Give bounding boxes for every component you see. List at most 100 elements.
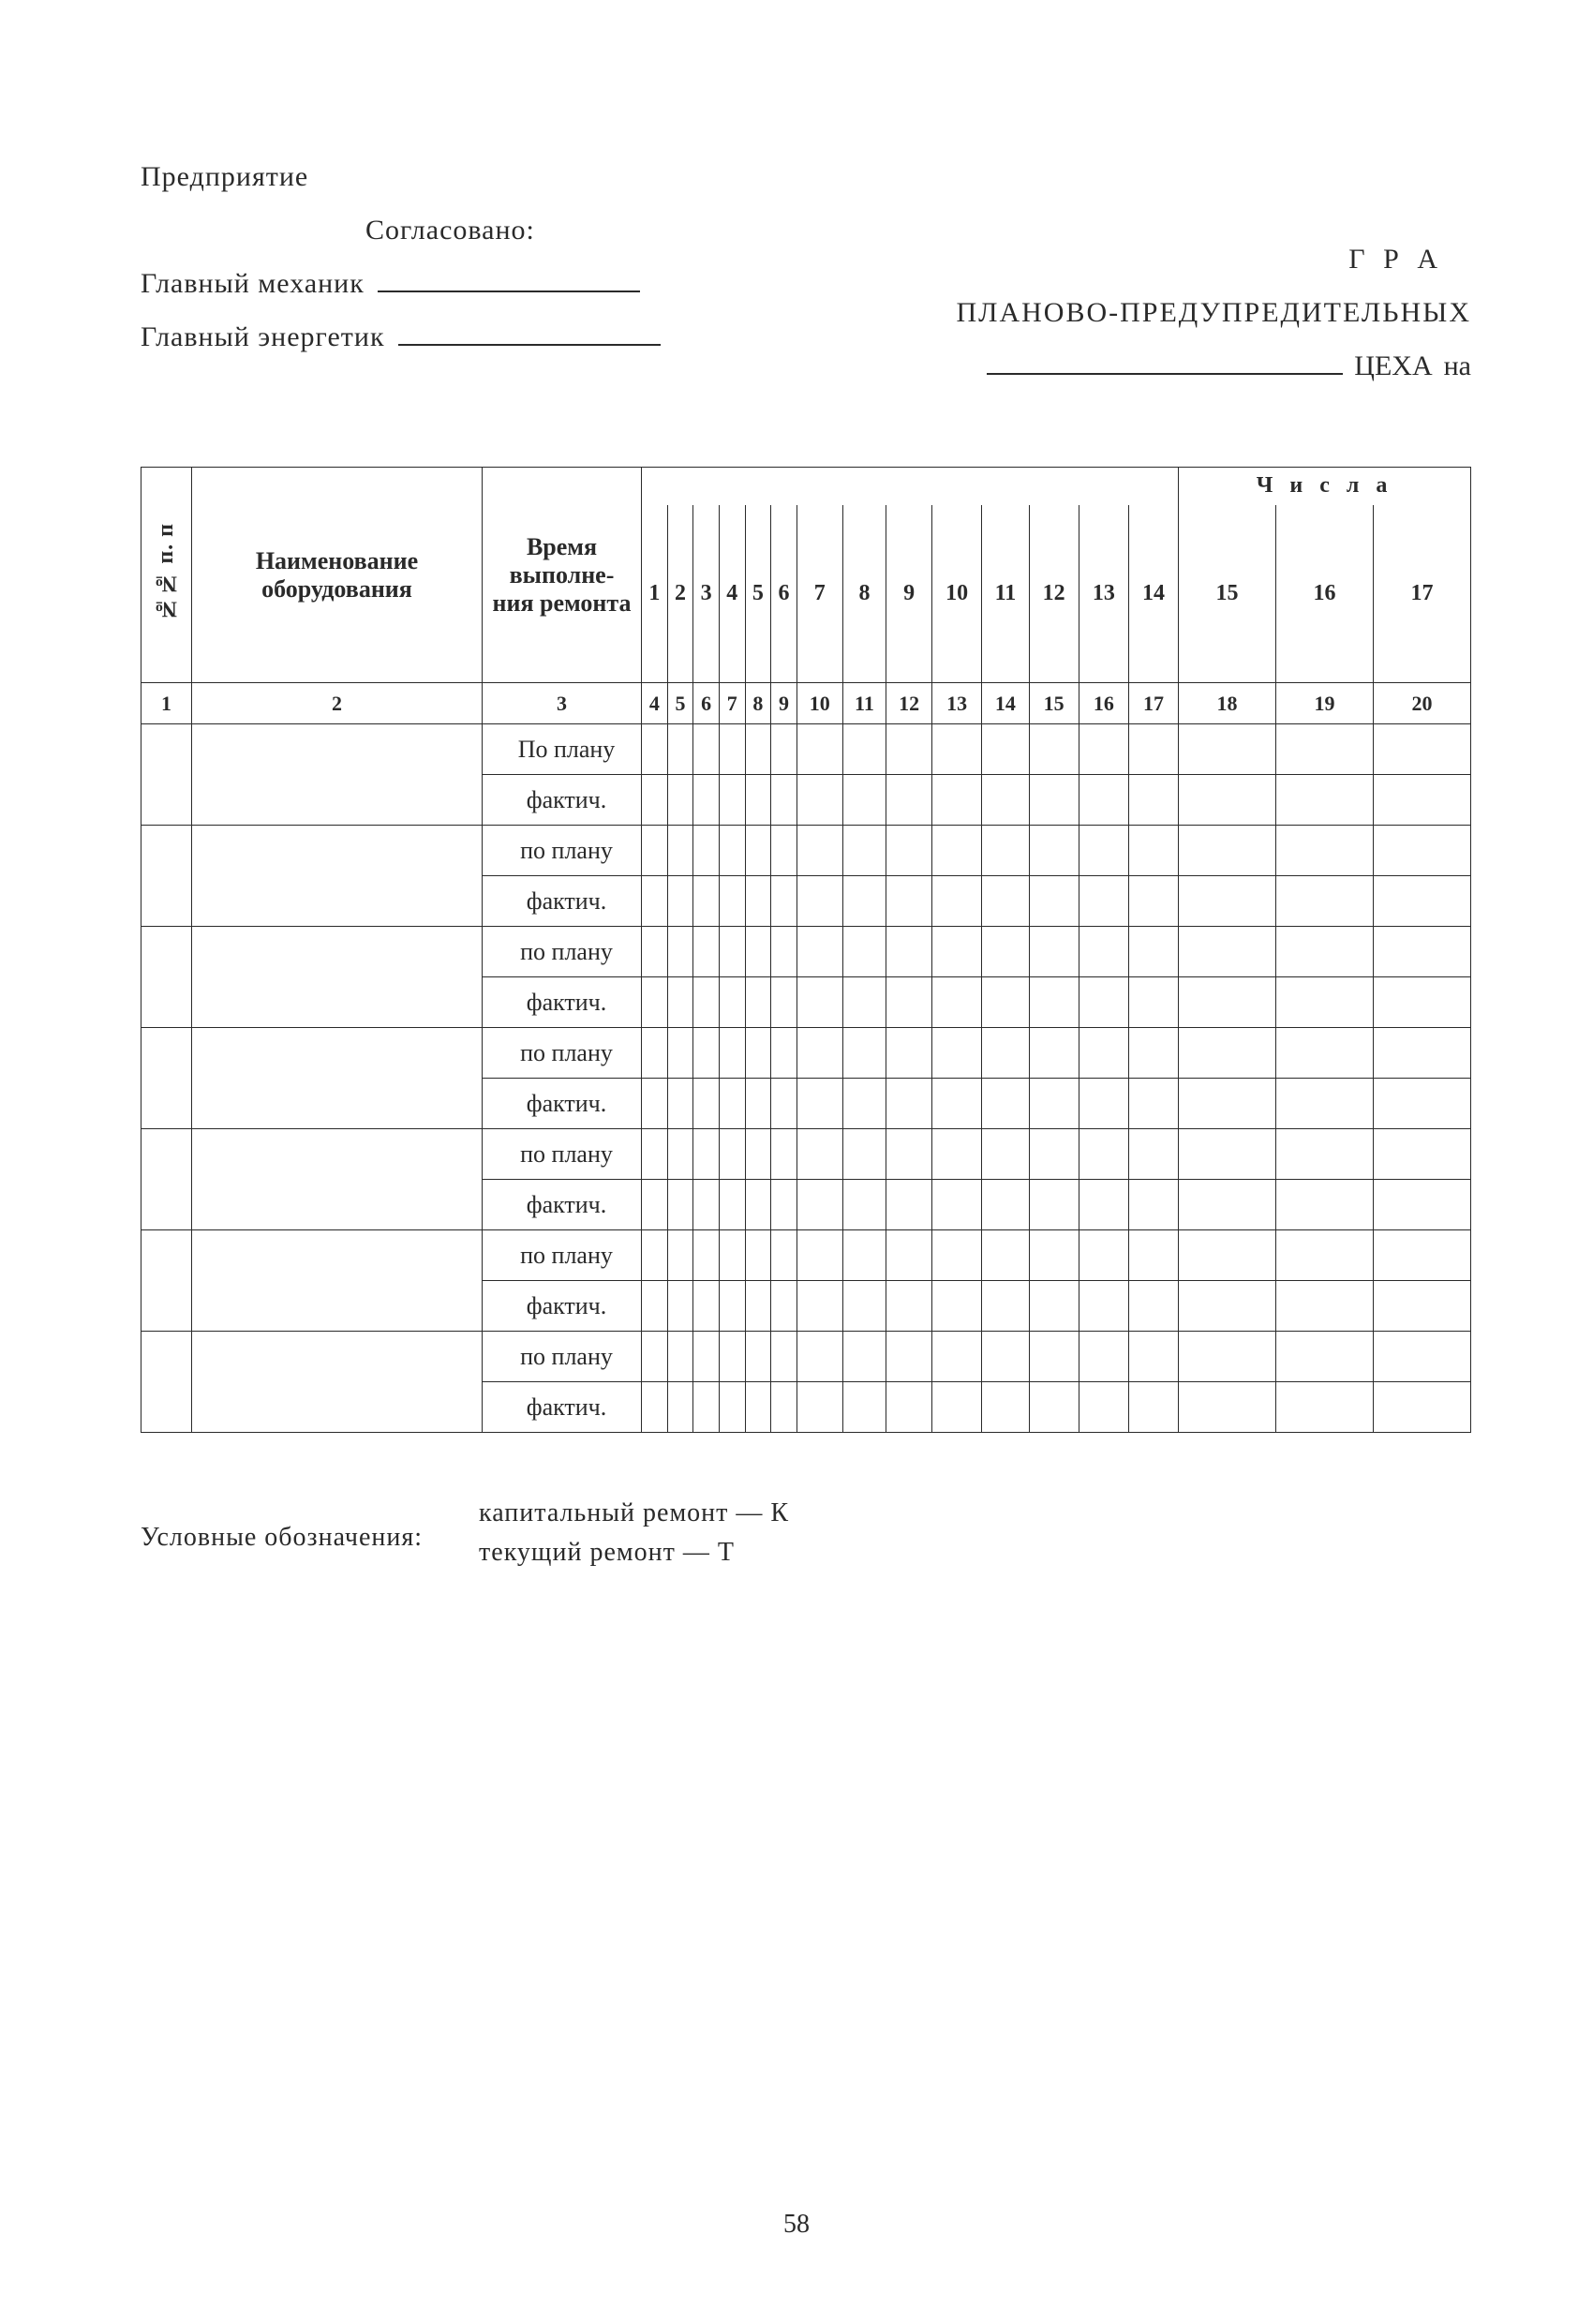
title-ceha: ЦЕХА bbox=[1354, 339, 1432, 393]
idx-cell: 5 bbox=[667, 683, 693, 724]
day-cell bbox=[1029, 1332, 1079, 1382]
cell-fact-label: фактич. bbox=[483, 876, 642, 927]
day-cell bbox=[982, 927, 1029, 977]
day-head-10: 10 bbox=[932, 505, 982, 683]
legend: Условные обозначения: капитальный ремонт… bbox=[141, 1489, 1471, 1577]
day-cell bbox=[1128, 927, 1178, 977]
day-cell bbox=[1029, 977, 1079, 1028]
day-cell bbox=[642, 1281, 668, 1332]
day-head-1: 1 bbox=[642, 505, 668, 683]
schedule-table: №№ п. п Наименование оборудования Время … bbox=[141, 467, 1471, 1433]
enterprise-label: Предприятие bbox=[141, 150, 1471, 203]
day-cell bbox=[642, 927, 668, 977]
day-cell bbox=[719, 1180, 745, 1230]
day-head-3: 3 bbox=[693, 505, 720, 683]
day-cell bbox=[642, 1129, 668, 1180]
day-cell bbox=[719, 927, 745, 977]
chief-energetic-line bbox=[398, 323, 661, 346]
idx-cell: 9 bbox=[771, 683, 797, 724]
day-cell bbox=[1276, 1332, 1374, 1382]
day-head-13: 13 bbox=[1079, 505, 1128, 683]
day-cell bbox=[719, 1129, 745, 1180]
day-cell bbox=[1373, 977, 1470, 1028]
day-cell bbox=[1128, 876, 1178, 927]
day-head-9: 9 bbox=[886, 505, 932, 683]
day-cell bbox=[796, 1281, 842, 1332]
cell-fact-label: фактич. bbox=[483, 775, 642, 826]
cell-plan-label: по плану bbox=[483, 1129, 642, 1180]
day-cell bbox=[1179, 977, 1276, 1028]
cell-plan-label: По плану bbox=[483, 724, 642, 775]
day-cell bbox=[1276, 1129, 1374, 1180]
day-cell bbox=[771, 1281, 797, 1332]
day-cell bbox=[982, 977, 1029, 1028]
cell-fact-label: фактич. bbox=[483, 1180, 642, 1230]
day-cell bbox=[1079, 876, 1128, 927]
day-cell bbox=[642, 1230, 668, 1281]
day-cell bbox=[1179, 826, 1276, 876]
day-cell bbox=[796, 1129, 842, 1180]
day-cell bbox=[796, 1079, 842, 1129]
idx-cell: 11 bbox=[842, 683, 886, 724]
day-cell bbox=[1029, 1281, 1079, 1332]
day-cell bbox=[667, 876, 693, 927]
cell-fact-label: фактич. bbox=[483, 977, 642, 1028]
day-cell bbox=[1079, 1028, 1128, 1079]
day-cell bbox=[667, 1028, 693, 1079]
day-cell bbox=[719, 1230, 745, 1281]
day-cell bbox=[1128, 775, 1178, 826]
day-cell bbox=[1128, 826, 1178, 876]
day-cell bbox=[1179, 1079, 1276, 1129]
col-head-time: Время выполне- ния ремонта bbox=[483, 468, 642, 683]
day-cell bbox=[982, 775, 1029, 826]
day-cell bbox=[1128, 1129, 1178, 1180]
day-cell bbox=[693, 977, 720, 1028]
idx-cell: 2 bbox=[192, 683, 483, 724]
day-cell bbox=[745, 826, 771, 876]
day-cell bbox=[745, 977, 771, 1028]
idx-cell: 20 bbox=[1373, 683, 1470, 724]
day-cell bbox=[1029, 1382, 1079, 1433]
table-row: по плану bbox=[141, 1332, 1471, 1382]
day-cell bbox=[886, 1129, 932, 1180]
day-cell bbox=[842, 1028, 886, 1079]
day-cell bbox=[771, 927, 797, 977]
day-cell bbox=[745, 775, 771, 826]
day-cell bbox=[886, 1332, 932, 1382]
day-cell bbox=[1179, 775, 1276, 826]
day-cell bbox=[745, 1230, 771, 1281]
table-row: по плану bbox=[141, 1028, 1471, 1079]
table-row: по плану bbox=[141, 1129, 1471, 1180]
title-block: Г Р А ПЛАНОВО-ПРЕДУПРЕДИТЕЛЬНЫХ ЦЕХА на bbox=[956, 232, 1471, 393]
day-cell bbox=[886, 724, 932, 775]
col-head-name: Наименование оборудования bbox=[192, 468, 483, 683]
day-cell bbox=[796, 1230, 842, 1281]
day-cell bbox=[642, 1028, 668, 1079]
day-cell bbox=[1128, 724, 1178, 775]
day-cell bbox=[1029, 1230, 1079, 1281]
day-cell bbox=[842, 977, 886, 1028]
day-cell bbox=[1373, 1332, 1470, 1382]
day-cell bbox=[982, 1230, 1029, 1281]
day-cell bbox=[719, 876, 745, 927]
day-cell bbox=[932, 1281, 982, 1332]
cell-equipment-name bbox=[192, 1230, 483, 1332]
cell-equipment-name bbox=[192, 826, 483, 927]
day-cell bbox=[1276, 1180, 1374, 1230]
day-cell bbox=[642, 724, 668, 775]
day-cell bbox=[932, 876, 982, 927]
chief-mechanic-label: Главный механик bbox=[141, 257, 365, 310]
day-cell bbox=[1276, 826, 1374, 876]
day-cell bbox=[745, 927, 771, 977]
day-cell bbox=[842, 1079, 886, 1129]
day-cell bbox=[796, 1028, 842, 1079]
ceha-blank-line bbox=[987, 352, 1343, 375]
day-cell bbox=[1128, 1079, 1178, 1129]
day-cell bbox=[1179, 1332, 1276, 1382]
day-cell bbox=[1079, 1180, 1128, 1230]
day-cell bbox=[1029, 1129, 1079, 1180]
day-cell bbox=[642, 977, 668, 1028]
day-cell bbox=[771, 977, 797, 1028]
day-cell bbox=[1276, 724, 1374, 775]
day-cell bbox=[745, 1382, 771, 1433]
